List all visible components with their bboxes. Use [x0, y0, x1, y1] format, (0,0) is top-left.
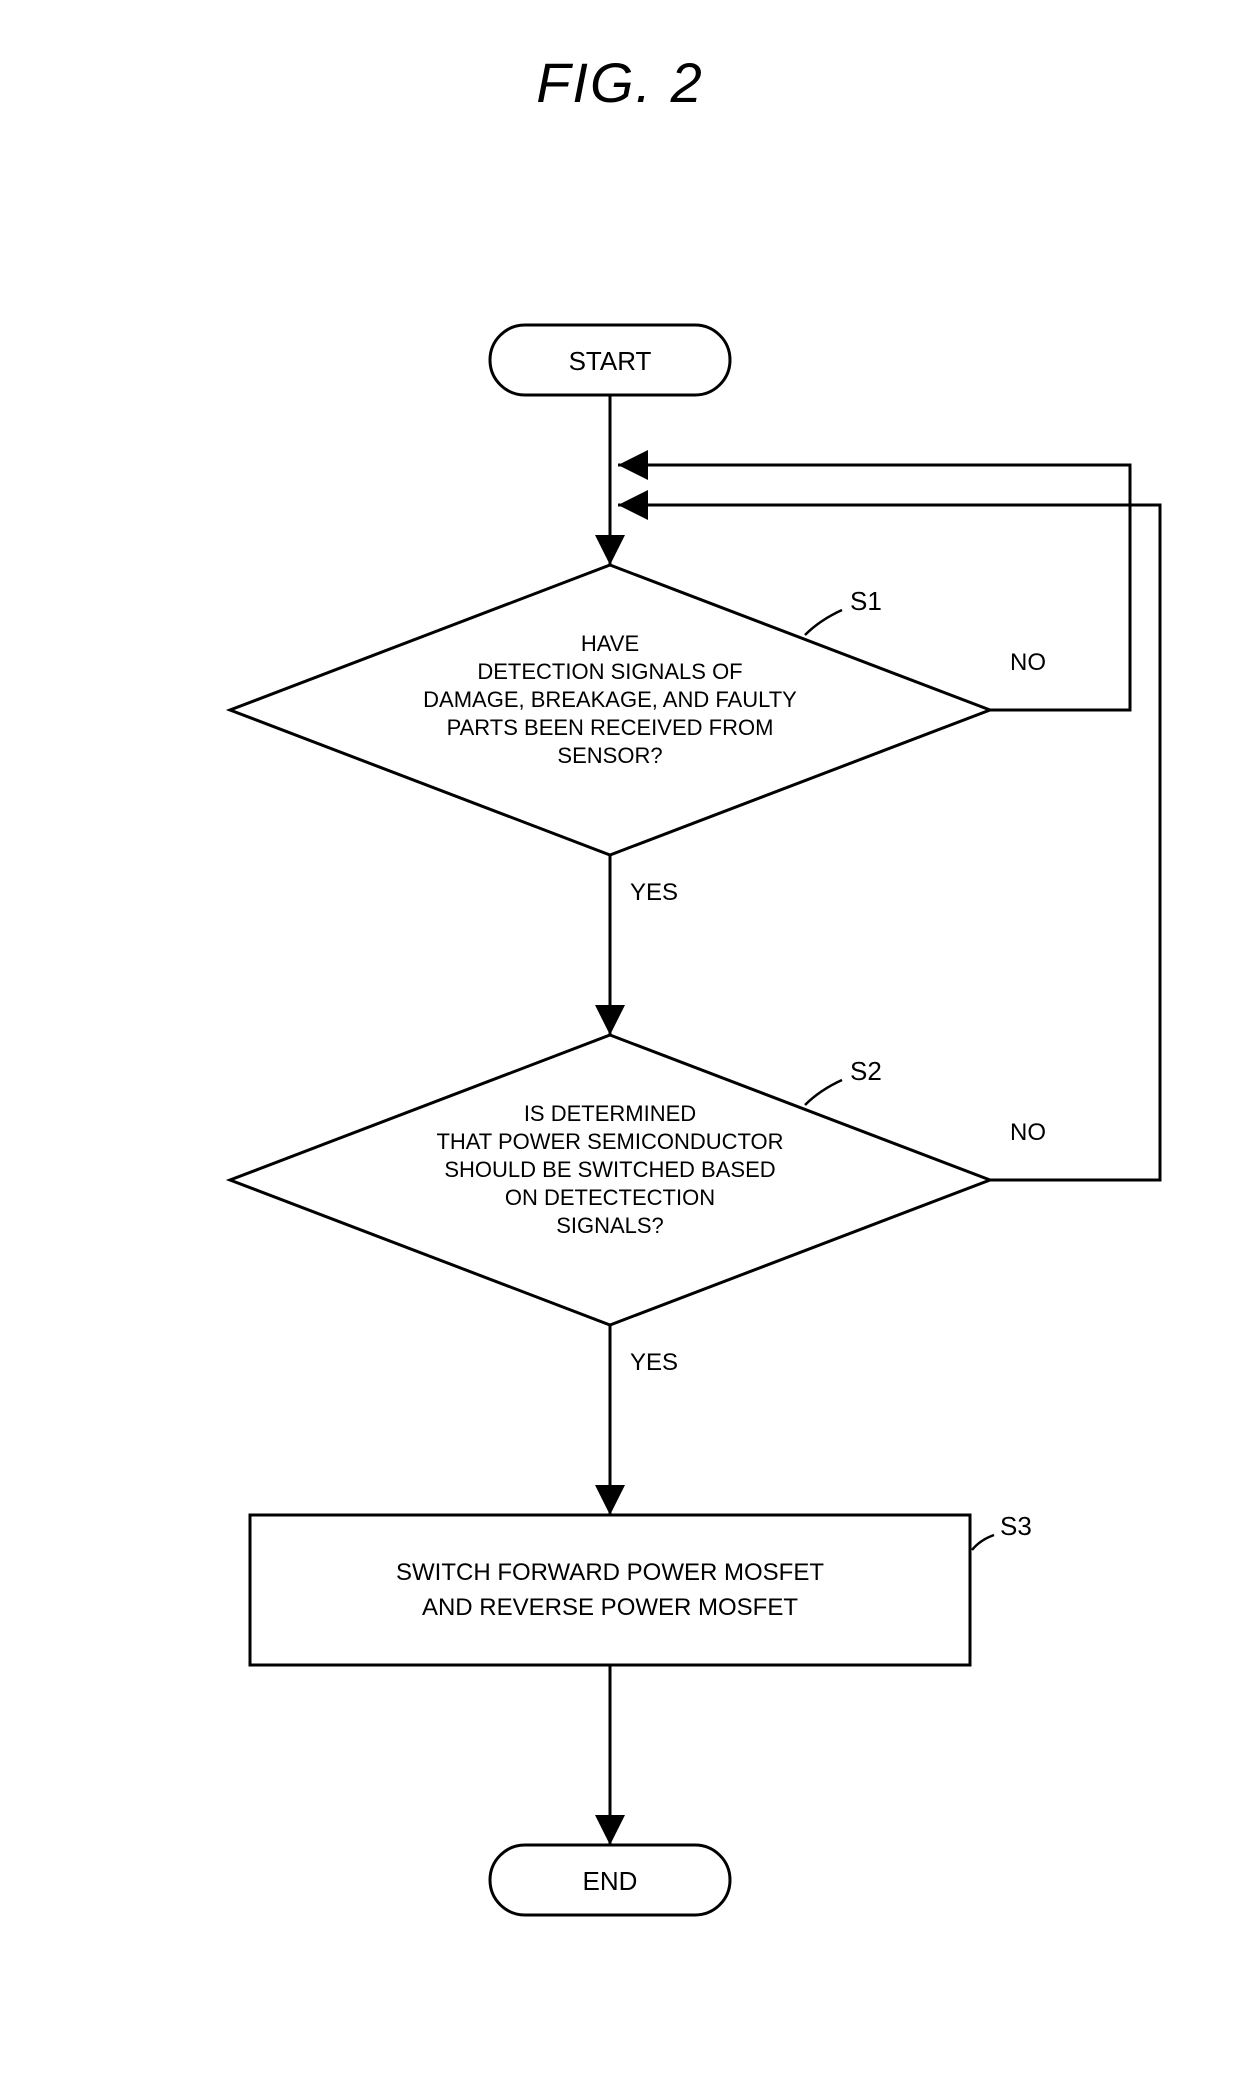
flowchart-svg: START HAVE DETECTION SIGNALS OF DAMAGE, … [0, 115, 1240, 2075]
svg-text:SIGNALS?: SIGNALS? [556, 1213, 664, 1238]
svg-text:SWITCH FORWARD POWER MOSFET: SWITCH FORWARD POWER MOSFET [396, 1559, 824, 1586]
svg-text:DAMAGE, BREAKAGE, AND FAULTY: DAMAGE, BREAKAGE, AND FAULTY [423, 687, 797, 712]
s1-decision: HAVE DETECTION SIGNALS OF DAMAGE, BREAKA… [230, 565, 990, 855]
svg-text:PARTS BEEN RECEIVED FROM: PARTS BEEN RECEIVED FROM [447, 715, 774, 740]
start-node: START [490, 325, 730, 395]
s1-step-label: S1 [850, 586, 882, 616]
svg-text:SENSOR?: SENSOR? [557, 743, 662, 768]
s2-yes-label: YES [630, 1349, 678, 1376]
s3-process: SWITCH FORWARD POWER MOSFET AND REVERSE … [250, 1511, 1032, 1665]
s2-step-label: S2 [850, 1056, 882, 1086]
svg-text:HAVE: HAVE [581, 631, 639, 656]
svg-text:AND REVERSE POWER MOSFET: AND REVERSE POWER MOSFET [422, 1594, 798, 1621]
svg-text:THAT POWER SEMICONDUCTOR: THAT POWER SEMICONDUCTOR [436, 1129, 783, 1154]
s3-step-label: S3 [1000, 1511, 1032, 1541]
end-label: END [583, 1866, 638, 1896]
start-label: START [569, 346, 652, 376]
s1-yes-label: YES [630, 879, 678, 906]
svg-text:SHOULD BE SWITCHED BASED: SHOULD BE SWITCHED BASED [444, 1157, 775, 1182]
end-node: END [490, 1845, 730, 1915]
figure-title: FIG. 2 [0, 0, 1240, 115]
svg-text:ON DETECTECTION: ON DETECTECTION [505, 1185, 715, 1210]
svg-text:DETECTION SIGNALS OF: DETECTION SIGNALS OF [477, 659, 742, 684]
s2-no-label: NO [1010, 1119, 1046, 1146]
svg-text:IS DETERMINED: IS DETERMINED [524, 1101, 696, 1126]
edge-s2-no-loop [618, 505, 1160, 1180]
s1-no-label: NO [1010, 649, 1046, 676]
s2-decision: IS DETERMINED THAT POWER SEMICONDUCTOR S… [230, 1035, 990, 1325]
